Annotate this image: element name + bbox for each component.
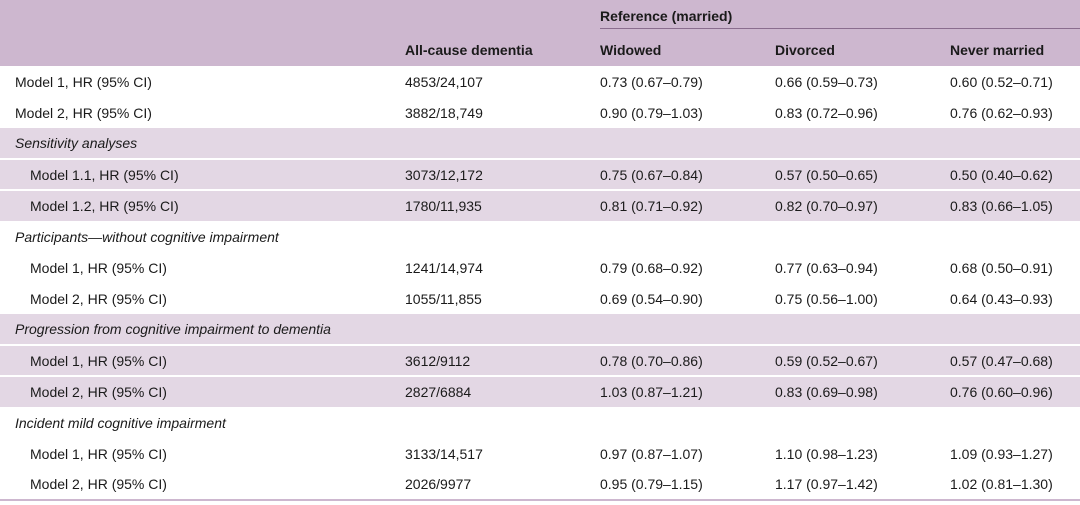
dementia-count: 1241/14,974 [405, 259, 483, 276]
divorced-hr: 0.66 (0.59–0.73) [775, 73, 878, 90]
widowed-hr: 0.75 (0.67–0.84) [588, 158, 763, 190]
divorced-hr: 0.82 (0.70–0.97) [763, 189, 938, 221]
table-row: Model 2, HR (95% CI) 2827/6884 1.03 (0.8… [0, 375, 1080, 407]
never-married-hr: 0.64 (0.43–0.93) [950, 290, 1053, 307]
dementia-count: 3612/9112 [395, 344, 588, 376]
never-married-hr: 1.02 (0.81–1.30) [938, 469, 1080, 501]
divorced-hr: 0.59 (0.52–0.67) [763, 344, 938, 376]
divorced-hr: 1.17 (0.97–1.42) [763, 469, 938, 501]
row-label: Model 2, HR (95% CI) [0, 469, 395, 501]
widowed-hr: 0.95 (0.79–1.15) [588, 469, 763, 501]
header-empty-cell [0, 33, 395, 66]
never-married-hr: 1.09 (0.93–1.27) [950, 445, 1053, 462]
row-label: Model 2, HR (95% CI) [0, 375, 395, 407]
section-header-row: Progression from cognitive impairment to… [0, 314, 1080, 345]
header-never-married: Never married [938, 33, 1080, 66]
dementia-count: 2827/6884 [395, 375, 588, 407]
section-title: Participants—without cognitive impairmen… [15, 228, 279, 245]
row-label: Model 1, HR (95% CI) [30, 445, 167, 462]
widowed-hr: 0.90 (0.79–1.03) [600, 104, 703, 121]
never-married-hr: 0.50 (0.40–0.62) [938, 158, 1080, 190]
header-all-cause-dementia: All-cause dementia [395, 33, 588, 66]
table-row: Model 1.2, HR (95% CI) 1780/11,935 0.81 … [0, 189, 1080, 221]
widowed-hr: 0.69 (0.54–0.90) [600, 290, 703, 307]
header-widowed: Widowed [588, 33, 763, 66]
divorced-hr: 0.75 (0.56–1.00) [775, 290, 878, 307]
table-row: Model 1, HR (95% CI) 1241/14,974 0.79 (0… [0, 252, 1080, 283]
row-label: Model 1.1, HR (95% CI) [0, 158, 395, 190]
widowed-hr: 0.81 (0.71–0.92) [588, 189, 763, 221]
section-title: Sensitivity analyses [0, 128, 1080, 159]
widowed-hr: 1.03 (0.87–1.21) [588, 375, 763, 407]
row-label: Model 1.2, HR (95% CI) [0, 189, 395, 221]
widowed-hr: 0.73 (0.67–0.79) [600, 73, 703, 90]
dementia-count: 3073/12,172 [395, 158, 588, 190]
section-header-row: Participants—without cognitive impairmen… [0, 221, 1080, 252]
row-label: Model 2, HR (95% CI) [30, 290, 167, 307]
table-header: Reference (married) All-cause dementia W… [0, 0, 1080, 66]
widowed-hr: 0.97 (0.87–1.07) [600, 445, 703, 462]
row-label: Model 2, HR (95% CI) [15, 104, 152, 121]
never-married-hr: 0.57 (0.47–0.68) [938, 344, 1080, 376]
header-empty-cell [0, 0, 395, 33]
dementia-count: 4853/24,107 [405, 73, 483, 90]
dementia-count: 2026/9977 [395, 469, 588, 501]
divorced-hr: 0.77 (0.63–0.94) [775, 259, 878, 276]
row-label: Model 1, HR (95% CI) [15, 73, 152, 90]
table-row: Model 1.1, HR (95% CI) 3073/12,172 0.75 … [0, 158, 1080, 190]
table-body: Model 1, HR (95% CI) 4853/24,107 0.73 (0… [0, 66, 1080, 501]
never-married-hr: 0.68 (0.50–0.91) [950, 259, 1053, 276]
section-header-row: Sensitivity analyses [0, 128, 1080, 159]
divorced-hr: 0.57 (0.50–0.65) [763, 158, 938, 190]
dementia-count: 3133/14,517 [405, 445, 483, 462]
table-row: Model 1, HR (95% CI) 4853/24,107 0.73 (0… [0, 66, 1080, 97]
dementia-count: 1055/11,855 [405, 290, 482, 307]
widowed-hr: 0.78 (0.70–0.86) [588, 344, 763, 376]
never-married-hr: 0.60 (0.52–0.71) [950, 73, 1053, 90]
table-row: Model 1, HR (95% CI) 3133/14,517 0.97 (0… [0, 438, 1080, 469]
table-row: Model 1, HR (95% CI) 3612/9112 0.78 (0.7… [0, 344, 1080, 376]
header-empty-cell [395, 0, 588, 33]
header-divorced: Divorced [763, 33, 938, 66]
divorced-hr: 0.83 (0.72–0.96) [775, 104, 878, 121]
reference-group-header: Reference (married) [588, 0, 1080, 33]
never-married-hr: 0.76 (0.62–0.93) [950, 104, 1053, 121]
section-title: Incident mild cognitive impairment [15, 414, 226, 431]
never-married-hr: 0.76 (0.60–0.96) [938, 375, 1080, 407]
dementia-count: 3882/18,749 [405, 104, 483, 121]
dementia-count: 1780/11,935 [395, 189, 588, 221]
table-row: Model 2, HR (95% CI) 1055/11,855 0.69 (0… [0, 283, 1080, 314]
divorced-hr: 1.10 (0.98–1.23) [775, 445, 878, 462]
divorced-hr: 0.83 (0.69–0.98) [763, 375, 938, 407]
table-row: Model 2, HR (95% CI) 2026/9977 0.95 (0.7… [0, 469, 1080, 501]
widowed-hr: 0.79 (0.68–0.92) [600, 259, 703, 276]
table-row: Model 2, HR (95% CI) 3882/18,749 0.90 (0… [0, 97, 1080, 128]
row-label: Model 1, HR (95% CI) [0, 344, 395, 376]
section-title: Progression from cognitive impairment to… [0, 314, 1080, 345]
never-married-hr: 0.83 (0.66–1.05) [938, 189, 1080, 221]
section-header-row: Incident mild cognitive impairment [0, 407, 1080, 438]
row-label: Model 1, HR (95% CI) [30, 259, 167, 276]
